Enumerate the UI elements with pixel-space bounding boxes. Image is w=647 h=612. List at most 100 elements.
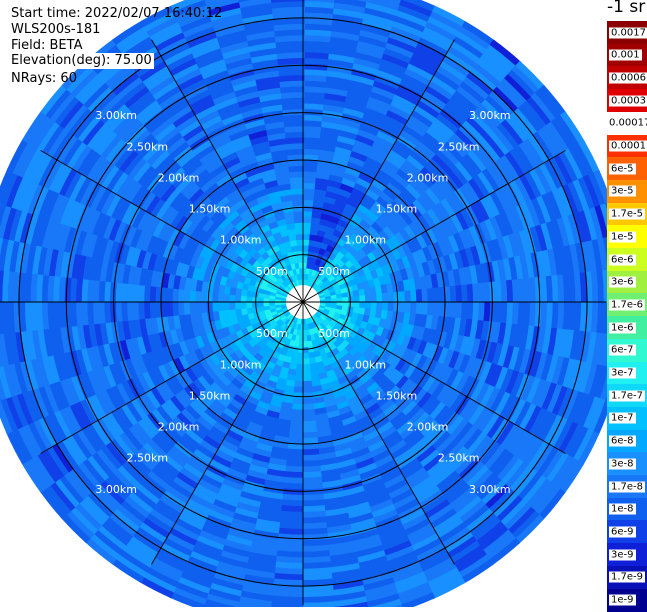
range-bin (296, 239, 303, 245)
elevation-label: Elevation(deg): 75.00 (11, 53, 154, 69)
colorbar-segment: 6e-5 (607, 157, 647, 180)
range-bin (303, 336, 307, 342)
range-bin (377, 294, 383, 303)
colorbar-segment: 1.7e-6 (607, 293, 647, 316)
range-ring-label: 500m (318, 265, 350, 278)
range-ring-label: 3.00km (95, 109, 137, 122)
range-ring-label: 1.50km (376, 203, 418, 216)
range-bin (206, 291, 212, 302)
range-bin (371, 302, 377, 310)
range-bin (223, 293, 229, 302)
range-ring-label: 2.00km (407, 421, 449, 434)
colorbar-segment: 6e-9 (607, 520, 647, 543)
colorbar-segment: 6e-8 (607, 430, 647, 453)
colorbar-segment: 3e-6 (607, 271, 647, 294)
colorbar-segment: 3e-5 (607, 180, 647, 203)
range-bin (195, 290, 202, 302)
range-bin (212, 302, 218, 312)
field-label: Field: BETA (11, 38, 82, 54)
colorbar-tick-label: 3e-7 (609, 368, 636, 379)
colorbar-tick-label: 0.0006 (609, 72, 647, 83)
range-bin (297, 245, 303, 251)
range-ring-label: 2.50km (438, 140, 480, 153)
range-bin (303, 205, 314, 211)
range-ring-label: 3.00km (469, 483, 511, 496)
colorbar-segment: 1.7e-8 (607, 475, 647, 498)
range-bin (405, 291, 411, 303)
colorbar-tick-label: 0.001 (609, 50, 642, 61)
range-bin (240, 302, 246, 309)
range-ring-label: 2.00km (158, 172, 200, 185)
colorbar-unit-label: -1 sr (607, 0, 645, 17)
range-ring-label: 500m (256, 265, 288, 278)
range-bin (235, 302, 241, 310)
range-bin (303, 387, 313, 393)
range-bin (303, 376, 312, 382)
range-bin (223, 302, 229, 311)
range-bin (410, 290, 416, 303)
range-ring-label: 1.00km (345, 358, 387, 371)
range-bin (376, 302, 382, 311)
colorbar-segment: 1.7e-9 (607, 566, 647, 589)
range-bin (295, 222, 304, 228)
range-bin (302, 415, 315, 422)
range-bin (388, 293, 394, 303)
colorbar-segment: 0.0017 (607, 21, 647, 44)
range-ring-label: 1.00km (220, 358, 262, 371)
range-bin (303, 370, 311, 376)
colorbar-segment: 1.7e-7 (607, 384, 647, 407)
colorbar-tick-label: 1e-8 (609, 504, 636, 515)
range-bin (183, 301, 190, 314)
colorbar-segment: 0.001 (607, 44, 647, 67)
range-bin (365, 295, 371, 303)
range-bin (296, 234, 304, 240)
colorbar-segment: 6e-7 (607, 339, 647, 362)
range-bin (399, 291, 405, 302)
range-bin (298, 256, 303, 262)
range-bin (229, 302, 235, 310)
colorbar-tick-label: 6e-6 (609, 254, 636, 265)
colorbar-segment: 3e-8 (607, 452, 647, 475)
range-bin (348, 297, 354, 303)
range-bin (257, 302, 263, 307)
colorbar-tick-label: 1.7e-9 (609, 572, 645, 583)
range-bin (218, 293, 224, 302)
range-ring-label: 3.00km (469, 109, 511, 122)
range-bin (292, 194, 304, 200)
range-bin (263, 302, 269, 306)
range-bin (371, 294, 377, 302)
range-bin (303, 392, 314, 398)
colorbar-tick-label: 6e-8 (609, 436, 636, 447)
range-bin (303, 194, 315, 201)
instrument-label: WLS200s-181 (11, 22, 100, 38)
range-bin (416, 290, 423, 303)
range-bin (303, 398, 314, 404)
range-bin (291, 182, 304, 189)
range-bin (303, 353, 309, 359)
range-bin (303, 359, 310, 365)
range-ring-label: 1.50km (189, 203, 231, 216)
range-ring-label: 1.00km (220, 234, 262, 247)
colorbar-tick-label: 1.7e-8 (609, 481, 645, 492)
range-ring-label: 1.50km (189, 389, 231, 402)
nrays-label: NRays: 60 (11, 71, 77, 87)
range-bin (246, 302, 252, 308)
colorbar-tick-label: 3e-6 (609, 277, 636, 288)
colorbar-tick-label: 1e-6 (609, 322, 636, 333)
range-bin (388, 302, 394, 312)
range-bin (294, 381, 303, 387)
colorbar-segment: 0.00017 (607, 112, 647, 135)
range-bin (298, 251, 304, 257)
colorbar-tick-label: 3e-9 (609, 549, 636, 560)
range-bin (294, 217, 303, 223)
range-bin (212, 292, 218, 302)
range-bin (303, 347, 309, 353)
range-bin (360, 295, 366, 302)
colorbar-tick-label: 6e-5 (609, 163, 636, 174)
colorbar-tick-label: 3e-5 (609, 186, 636, 197)
range-ring-label: 3.00km (95, 483, 137, 496)
range-ring-label: 500m (256, 327, 288, 340)
range-bin (189, 301, 195, 314)
range-bin (252, 302, 258, 308)
